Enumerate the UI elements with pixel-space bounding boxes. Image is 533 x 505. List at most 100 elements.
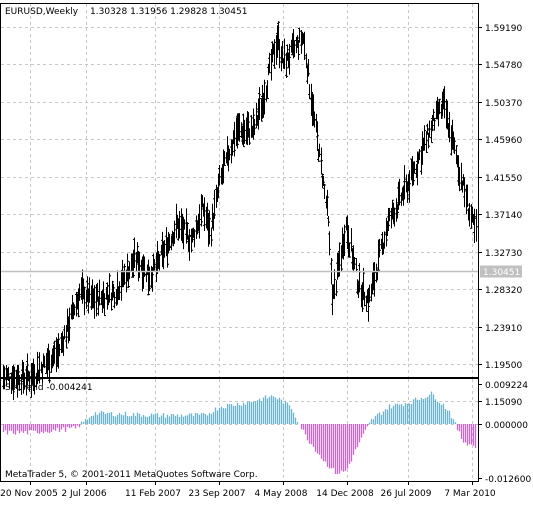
price-bar [438, 98, 441, 114]
price-bar [413, 161, 416, 174]
price-bar [112, 283, 115, 298]
price-bar [86, 276, 89, 303]
price-bar [126, 253, 129, 282]
price-tick-label: 1.37140 [485, 211, 522, 221]
price-bar [440, 103, 443, 119]
price-bar [236, 113, 239, 149]
price-bar [17, 364, 20, 386]
indicator-title: SinTrend -0.004241 [5, 383, 93, 393]
price-bar [313, 111, 316, 128]
price-bar [368, 284, 371, 303]
price-bar [335, 280, 338, 297]
price-bar [77, 288, 80, 318]
price-bar [355, 258, 358, 273]
price-bar [242, 113, 245, 148]
price-bar [173, 220, 176, 244]
price-bar [65, 324, 68, 349]
price-bar [111, 280, 114, 301]
price-bar [391, 199, 394, 220]
price-bar [183, 219, 186, 230]
price-bar [23, 372, 26, 389]
price-bar [198, 204, 201, 239]
price-bar [75, 292, 78, 317]
time-tick-label: 4 May 2008 [255, 489, 308, 499]
price-axis: 1.59190 1.54780 1.50370 1.45960 1.41550 1.371… [478, 24, 522, 408]
price-bar [213, 189, 216, 219]
price-bar [238, 113, 241, 142]
current-price-label: 1.30451 [483, 268, 520, 278]
price-bar [328, 231, 331, 256]
price-bar [38, 352, 41, 384]
price-bar [250, 115, 253, 138]
price-bar [418, 148, 421, 161]
price-bar [303, 31, 306, 61]
price-bar [148, 266, 151, 292]
price-bar [20, 374, 23, 395]
price-bar [388, 207, 391, 222]
price-bar [185, 208, 188, 244]
price-bar [475, 208, 478, 242]
price-bar [443, 86, 446, 119]
price-bar [8, 376, 11, 389]
price-bar [93, 285, 96, 319]
price-tick-label: 1.19500 [485, 361, 522, 371]
price-bar [297, 39, 300, 60]
price-bar [158, 253, 161, 271]
price-bar [425, 131, 428, 153]
price-bar [200, 194, 203, 227]
price-bar [263, 79, 266, 115]
price-bar [26, 353, 29, 386]
price-bar [98, 279, 101, 306]
price-bar [298, 27, 301, 43]
price-bar [428, 120, 431, 138]
price-bar [233, 121, 236, 157]
price-bar [408, 170, 411, 203]
price-bar [166, 237, 169, 268]
price-bar [458, 167, 461, 192]
price-bars [2, 21, 478, 401]
price-bar [403, 165, 406, 200]
time-axis: 20 Nov 2005 2 Jul 2006 11 Feb 2007 23 Sep 2… [0, 481, 496, 499]
price-bar [363, 291, 366, 307]
price-bar [123, 263, 126, 285]
price-bar [416, 151, 419, 186]
time-tick-label: 2 Jul 2006 [61, 489, 106, 499]
price-bar [367, 287, 370, 322]
price-tick-label: 1.41550 [485, 174, 522, 184]
price-bar [125, 269, 128, 293]
price-bar [340, 245, 343, 273]
price-bar [103, 293, 106, 317]
price-bar [267, 63, 270, 76]
time-tick-label: 11 Feb 2007 [125, 489, 181, 499]
price-bar [268, 52, 271, 73]
price-bar [203, 197, 206, 231]
price-bar [308, 84, 311, 100]
price-bar [473, 208, 476, 243]
price-bar [208, 210, 211, 245]
price-bar [206, 202, 209, 231]
price-bar [437, 101, 440, 127]
price-bar [193, 229, 196, 248]
time-tick-label: 26 Jul 2009 [381, 489, 432, 499]
price-bar [121, 259, 124, 288]
price-bar [85, 289, 88, 309]
price-bar [88, 277, 91, 303]
price-tick-label: 1.54780 [485, 61, 522, 71]
price-bar [431, 115, 434, 132]
price-bar [326, 189, 329, 216]
price-bar [216, 187, 219, 203]
price-bar [30, 363, 33, 398]
price-bar [362, 267, 365, 301]
price-bar [327, 215, 330, 227]
price-bar [468, 203, 471, 227]
price-bar [3, 366, 6, 390]
price-bar [278, 39, 281, 69]
price-bar [83, 286, 86, 316]
symbol-label: EURUSD,Weekly [5, 7, 79, 17]
price-bar [73, 304, 76, 316]
current-price-tag [480, 265, 522, 278]
price-bar [393, 207, 396, 227]
price-bar [231, 139, 234, 156]
price-bar [68, 307, 71, 341]
